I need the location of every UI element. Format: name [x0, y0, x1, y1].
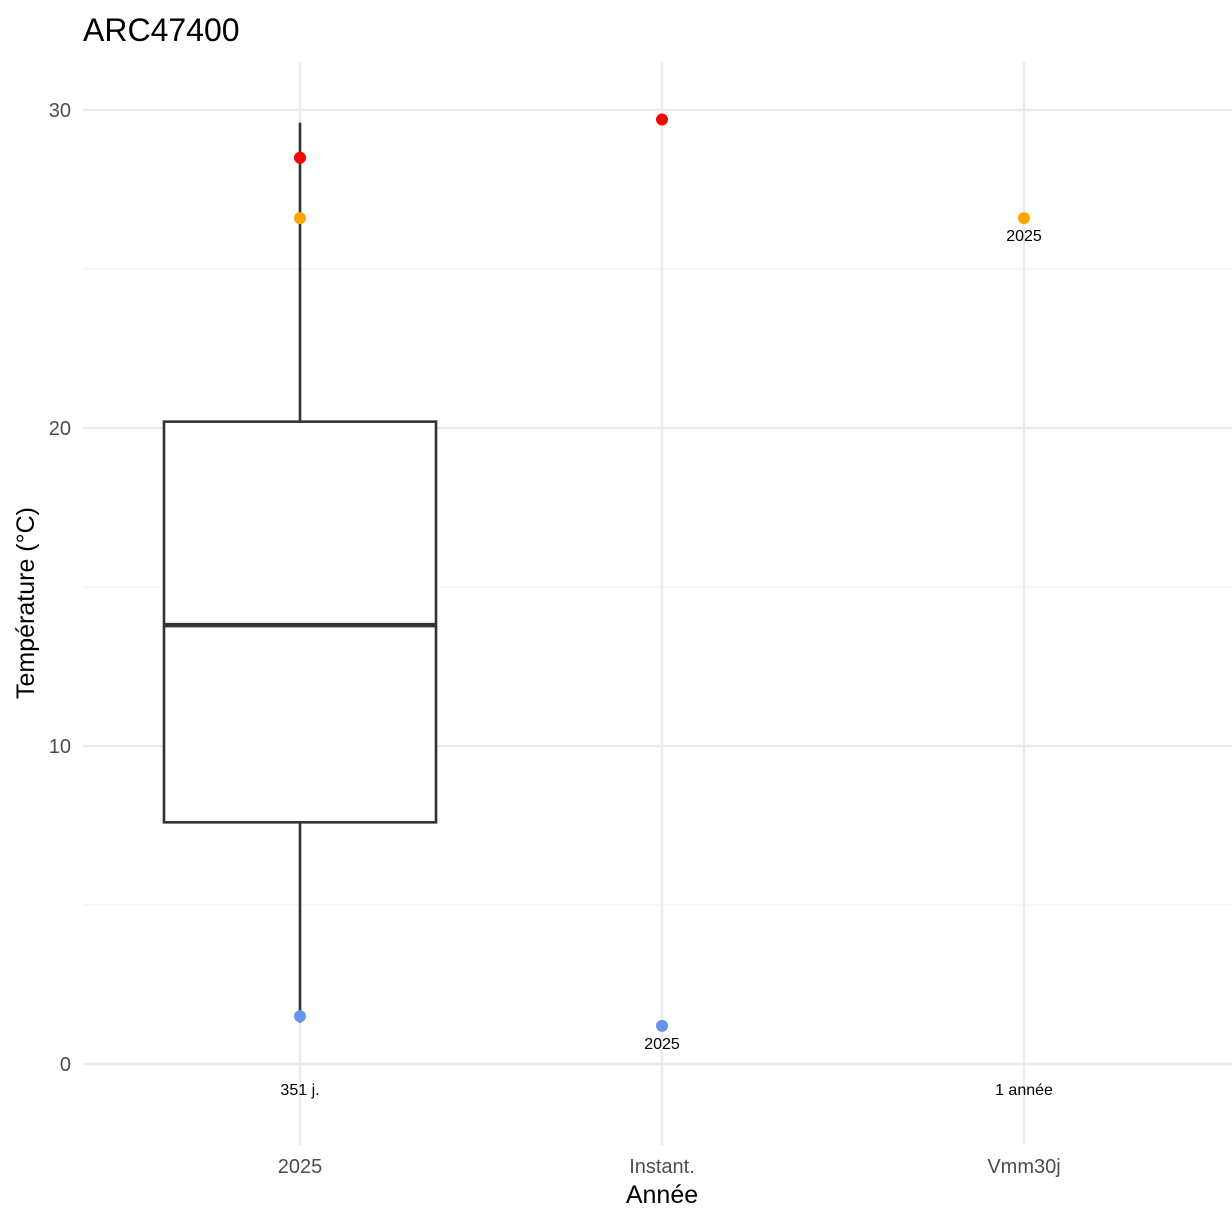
annotations: 351 j. 1 année [280, 1082, 1053, 1099]
y-tick-label: 0 [60, 1054, 71, 1076]
data-point [294, 212, 306, 225]
data-point [294, 1010, 306, 1023]
data-point [656, 113, 668, 126]
y-axis-title: Température (°C) [12, 507, 40, 699]
y-tick-label: 20 [49, 418, 71, 440]
x-tick-label: Instant. [629, 1156, 695, 1178]
x-axis-title: Année [626, 1181, 698, 1208]
box-iqr [162, 420, 438, 824]
data-point [294, 151, 306, 164]
point-label: 2025 [644, 1036, 680, 1053]
boxplot [162, 122, 438, 1023]
data-point [656, 1019, 668, 1032]
tick-labels: 0 10 20 30 2025 Instant. Vmm30j [49, 100, 1061, 1178]
chart-title: ARC47400 [83, 12, 240, 48]
point-label: 2025 [1006, 228, 1042, 245]
x-tick-label: 2025 [278, 1156, 323, 1178]
count-annotation: 351 j. [280, 1082, 319, 1099]
data-point [1018, 212, 1030, 225]
count-annotation: 1 année [995, 1082, 1053, 1099]
y-tick-label: 30 [49, 100, 71, 122]
x-tick-label: Vmm30j [987, 1156, 1060, 1178]
y-tick-label: 10 [49, 736, 71, 758]
points: 2025 2025 [294, 113, 1042, 1053]
